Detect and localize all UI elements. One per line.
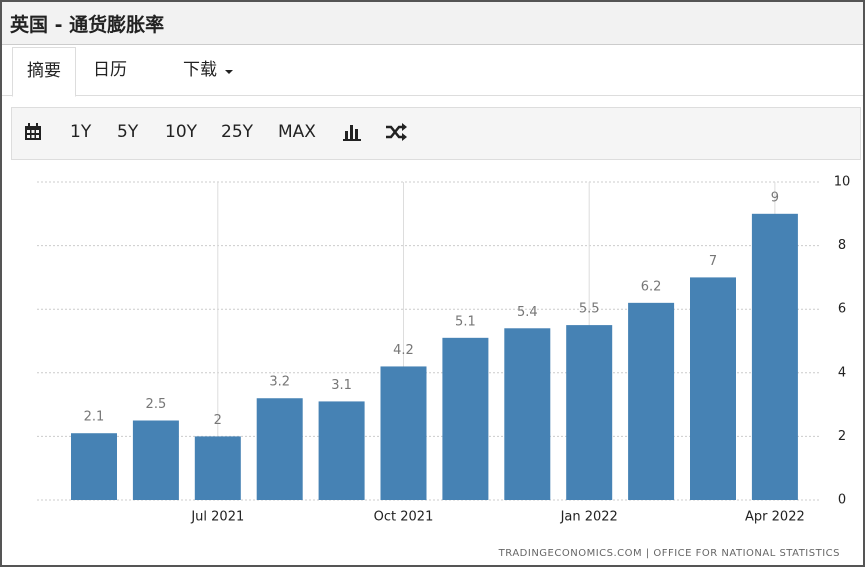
toolbar: 1Y 5Y 10Y 25Y MAX [11,107,861,160]
x-tick-label: Jan 2022 [560,510,618,525]
y-tick-label: 8 [838,238,846,253]
bar [132,420,179,500]
tab-divider [2,95,863,96]
data-label: 2.5 [146,397,167,412]
data-label: 5.5 [579,302,600,317]
data-label: 7 [709,254,717,269]
bar [256,398,303,500]
header: 英国 - 通货膨胀率 [2,2,863,45]
data-label: 2 [214,413,222,428]
y-tick-label: 0 [838,493,846,508]
bar [71,433,117,500]
bar [751,213,798,501]
x-tick-label: Oct 2021 [374,510,434,525]
bar [318,401,365,500]
source-note: TRADINGECONOMICS.COM | OFFICE FOR NATION… [498,548,840,559]
bar [566,325,613,500]
bar-chart-icon[interactable] [343,123,361,141]
tab[interactable]: 摘要 [12,47,76,97]
data-label: 4.2 [393,343,414,358]
tab[interactable]: 日历 [93,60,127,80]
y-tick-label: 4 [838,365,846,380]
shuffle-icon[interactable] [386,123,408,141]
range-button[interactable]: 5Y [117,122,139,142]
x-tick-label: Jul 2021 [190,510,244,525]
bar [194,436,241,500]
bar [690,277,736,500]
data-label: 2.1 [84,410,105,425]
y-tick-label: 10 [834,175,851,190]
y-tick-label: 2 [838,429,846,444]
calendar-icon[interactable] [24,123,42,141]
dropdown-caret [225,70,233,74]
y-tick-label: 6 [838,302,846,317]
data-label: 3.1 [331,378,352,393]
range-button[interactable]: 10Y [165,122,198,142]
data-label: 5.4 [517,305,538,320]
page-title: 英国 - 通货膨胀率 [10,14,165,36]
range-button[interactable]: MAX [278,122,316,142]
data-label: 5.1 [455,314,476,329]
data-label: 9 [771,190,779,205]
x-tick-label: Apr 2022 [745,510,805,525]
range-button[interactable]: 1Y [70,122,92,142]
bar [628,302,675,500]
data-label: 6.2 [641,279,662,294]
bar [380,366,427,500]
data-label: 3.2 [269,375,290,390]
bar [504,328,551,500]
bar [442,337,489,500]
tab[interactable]: 下载 [183,60,217,80]
range-button[interactable]: 25Y [221,122,254,142]
